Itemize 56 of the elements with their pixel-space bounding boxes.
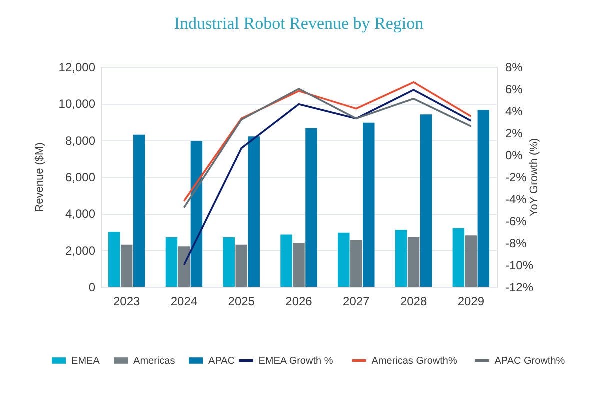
y2-tick-label: 0% xyxy=(506,148,524,162)
bar xyxy=(363,122,375,287)
bar xyxy=(133,134,146,287)
y-tick-label: 10,000 xyxy=(58,97,96,112)
y-axis-title: Revenue ($M) xyxy=(34,142,46,212)
y-tick-label: 0 xyxy=(88,280,96,294)
bar xyxy=(452,228,465,287)
y2-tick-label: 6% xyxy=(506,82,524,96)
bar xyxy=(465,236,478,287)
y-tick-label: 4,000 xyxy=(65,207,96,222)
bar xyxy=(338,232,350,287)
bar xyxy=(350,240,362,287)
line-series xyxy=(183,89,472,266)
x-tick-label: 2027 xyxy=(343,294,370,308)
y-tick-label: 8,000 xyxy=(65,134,96,148)
legend-label: EMEA xyxy=(72,356,100,367)
x-tick-label: 2029 xyxy=(458,294,485,308)
bar xyxy=(178,246,190,287)
y2-tick-label: -6% xyxy=(506,214,528,228)
x-tick-label: 2024 xyxy=(170,294,198,308)
bar xyxy=(306,128,318,287)
bar xyxy=(395,230,408,287)
bar xyxy=(190,141,203,287)
y-tick-label: 12,000 xyxy=(58,60,96,74)
x-tick-label: 2026 xyxy=(286,294,313,308)
legend-label: APAC xyxy=(208,356,236,367)
y2-tick-label: -10% xyxy=(506,258,534,272)
bar xyxy=(408,238,420,287)
bar xyxy=(478,110,490,287)
y2-tick-label: -2% xyxy=(506,170,528,184)
chart-title: Industrial Robot Revenue by Region xyxy=(174,14,424,33)
y2-tick-label: 4% xyxy=(506,104,524,118)
bar xyxy=(223,238,235,287)
bar xyxy=(236,244,248,287)
y2-tick-label: 8% xyxy=(506,60,524,74)
bar xyxy=(420,114,432,287)
x-tick-label: 2025 xyxy=(228,294,256,308)
bar xyxy=(293,243,305,287)
legend-label: APAC Growth% xyxy=(494,356,566,367)
legend-label: Americas xyxy=(134,356,176,367)
y2-tick-label: -8% xyxy=(506,236,528,250)
y-tick-label: 2,000 xyxy=(65,244,96,258)
y2-tick-label: -12% xyxy=(506,280,534,294)
y-tick-label: 6,000 xyxy=(65,170,96,184)
y2-tick-label: -4% xyxy=(506,192,528,206)
x-tick-label: 2023 xyxy=(113,294,140,308)
bar xyxy=(248,136,260,287)
y2-axis-title: YoY Growth (%) xyxy=(528,138,541,217)
legend-label: EMEA Growth % xyxy=(258,356,334,367)
bar xyxy=(166,238,178,287)
x-tick-label: 2028 xyxy=(400,294,428,308)
legend-label: Americas Growth% xyxy=(372,356,458,367)
bar xyxy=(120,244,133,287)
bar xyxy=(108,232,120,287)
bar xyxy=(280,234,292,287)
y2-tick-label: 2% xyxy=(506,126,524,140)
